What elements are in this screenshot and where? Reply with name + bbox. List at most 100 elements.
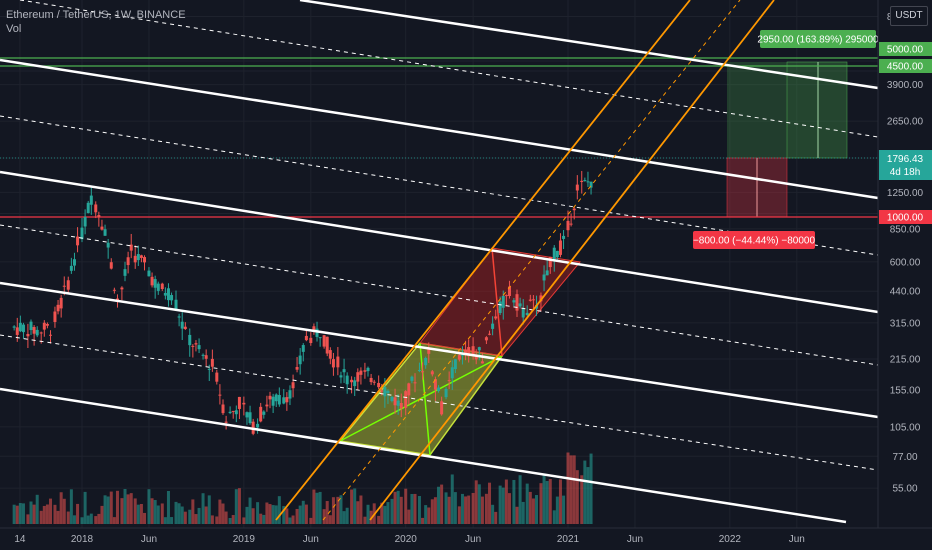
volume-bar xyxy=(518,475,522,524)
candle-body xyxy=(427,348,431,354)
candle-body xyxy=(166,288,170,301)
candle-body xyxy=(304,335,308,341)
time-tick-label: Jun xyxy=(627,534,643,545)
volume-bar xyxy=(535,495,539,524)
volume-bar xyxy=(566,452,570,524)
volume-bar xyxy=(386,502,390,524)
candle-body xyxy=(525,312,529,316)
candle-body xyxy=(56,304,60,312)
volume-bar xyxy=(545,481,549,524)
volume-bar xyxy=(491,504,495,524)
volume-bar xyxy=(507,493,511,524)
volume-bar xyxy=(512,479,516,524)
volume-bar xyxy=(174,501,178,524)
chart-header: Ethereum / TetherUS, 1W, BINANCE Vol xyxy=(6,8,186,36)
time-tick-label: Jun xyxy=(789,534,805,545)
orange-channel xyxy=(275,0,775,521)
volume-bar xyxy=(12,504,16,524)
candle-body xyxy=(12,326,16,328)
candle-body xyxy=(345,375,349,385)
volume-bar xyxy=(277,496,281,524)
time-axis[interactable]: 14 2018 Jun 2019 Jun 2020 Jun 2021 Jun 2022 Jun xyxy=(0,527,932,545)
candle-body xyxy=(194,343,198,345)
candle-body xyxy=(183,326,187,330)
candle-body xyxy=(339,375,343,378)
volume-bar xyxy=(66,511,70,524)
volume-bar xyxy=(242,517,246,524)
candle-body xyxy=(224,421,228,423)
volume-bar xyxy=(160,503,164,524)
candle-body xyxy=(298,355,302,365)
volume-indicator-label[interactable]: Vol xyxy=(6,23,22,35)
green-diagonal-1 xyxy=(339,355,503,442)
candle-body xyxy=(29,321,33,331)
candle-body xyxy=(440,401,444,415)
candle-body xyxy=(26,333,30,337)
volume-bar xyxy=(109,491,113,524)
volume-bar xyxy=(396,490,400,524)
volume-bar xyxy=(177,503,181,524)
volume-bar xyxy=(89,513,93,524)
candle-body xyxy=(103,229,107,236)
volume-bar xyxy=(521,501,525,524)
volume-bar xyxy=(271,505,275,524)
candle-body xyxy=(488,333,492,335)
candle-body xyxy=(331,359,335,368)
candle-body xyxy=(467,347,471,357)
trend-line-5 xyxy=(0,387,847,524)
candle-body xyxy=(356,372,360,382)
volume-bar xyxy=(76,503,80,524)
countdown-text: 4d 18h xyxy=(890,167,921,178)
price-tick-label: 3900.00 xyxy=(887,80,924,91)
candle-body xyxy=(120,287,124,290)
symbol-title[interactable]: Ethereum / TetherUS, 1W, BINANCE xyxy=(6,9,186,21)
candle-body xyxy=(464,349,468,356)
volume-bar xyxy=(86,515,90,524)
current-price-badge xyxy=(879,150,932,180)
volume-bar xyxy=(188,509,192,524)
candle-body xyxy=(248,412,252,424)
volume-bar xyxy=(56,510,60,524)
candle-body xyxy=(42,322,46,330)
volume-bar xyxy=(390,498,394,524)
volume-bar xyxy=(464,496,468,524)
candle-body xyxy=(150,276,154,286)
candle-body xyxy=(484,337,488,341)
volume-bar xyxy=(589,453,593,524)
candle-body xyxy=(129,244,133,251)
candle-body xyxy=(72,259,76,266)
candle-body xyxy=(256,423,260,428)
candle-body xyxy=(234,410,238,415)
volume-bar xyxy=(331,497,335,524)
candle-body xyxy=(480,361,484,364)
volume-bar xyxy=(433,497,437,524)
volume-bar xyxy=(586,467,590,524)
time-tick-label: Jun xyxy=(141,534,157,545)
candle-body xyxy=(390,396,394,401)
volume-bar xyxy=(353,488,357,524)
candle-body xyxy=(160,283,164,290)
volume-bar xyxy=(194,514,198,524)
candle-body xyxy=(437,387,441,392)
volume-bar xyxy=(580,475,584,524)
time-tick-label: 2022 xyxy=(719,534,742,545)
candle-body xyxy=(471,346,475,355)
candle-body xyxy=(450,367,454,379)
candle-body xyxy=(350,379,354,383)
volume-bar xyxy=(440,484,444,524)
candle-body xyxy=(575,184,579,191)
candle-body xyxy=(417,369,421,372)
stop-price-text: 1000.00 xyxy=(887,213,924,224)
volume-bar xyxy=(501,487,505,524)
volume-bar xyxy=(83,491,87,524)
candle-body xyxy=(393,397,397,406)
currency-button[interactable]: USDT xyxy=(890,6,928,26)
candle-body xyxy=(170,295,174,301)
volume-bar xyxy=(153,500,157,524)
time-tick-label: 2019 xyxy=(233,534,256,545)
volume-bar xyxy=(430,499,434,524)
volume-bar xyxy=(572,455,576,524)
volume-bar xyxy=(133,498,137,524)
candle-body xyxy=(531,299,535,301)
